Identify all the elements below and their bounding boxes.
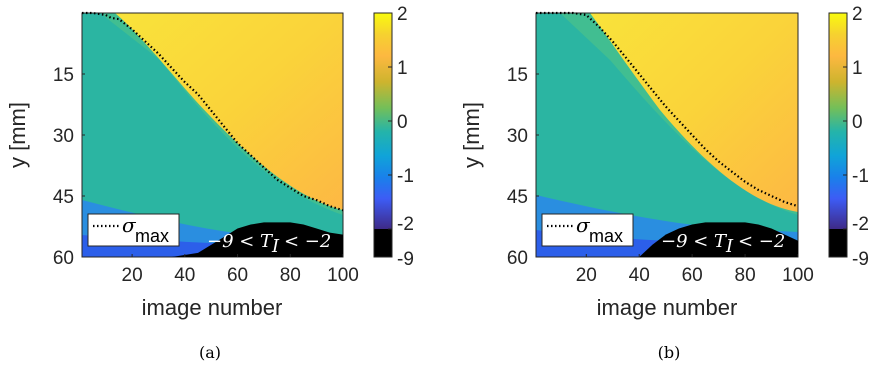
panel-b-ylabel: y [mm] xyxy=(459,102,484,168)
panel-b-x-tick-label: 60 xyxy=(682,265,703,286)
panel-a-colorbar-gradient xyxy=(374,13,392,229)
panel-a-x-tick-label: 60 xyxy=(227,265,248,286)
panel-a-colorbar-tick-label: -9 xyxy=(397,249,414,270)
panel-a-legend-box xyxy=(87,213,180,247)
panel-a-y-ticks: 15 30 45 60 xyxy=(53,65,85,269)
panel-b-colorbar-tick-label: 2 xyxy=(852,4,863,25)
panel-a-y-tick-label: 60 xyxy=(53,248,74,269)
panel-b-y-tick-label: 15 xyxy=(507,65,528,86)
panel-a-x-tick-label: 100 xyxy=(327,265,359,286)
panel-b-colorbar-tick-label: -2 xyxy=(852,214,869,235)
panel-a-legend-label: σ xyxy=(122,213,137,237)
panel-b-annotation: −9 < T I < −2 xyxy=(661,231,785,257)
panel-b-y-tick-label: 60 xyxy=(507,248,528,269)
panel-a-colorbar-tick-label: 0 xyxy=(397,112,408,133)
panel-a-colorbar-tick-label: -2 xyxy=(397,214,414,235)
panel-a-colorbar-ticks: 2 1 0 -1 -2 -9 xyxy=(388,4,414,270)
panel-a-legend-sub: max xyxy=(135,226,169,246)
panel-b-annotation-sub: I xyxy=(725,236,734,257)
panel-b-colorbar: 2 1 0 -1 -2 -9 xyxy=(828,4,869,270)
panel-a-colorbar: 2 1 0 -1 -2 -9 xyxy=(373,4,414,270)
panel-a-xlabel: image number xyxy=(142,295,283,320)
panel-a-colorbar-tick-label: 1 xyxy=(397,58,408,79)
panel-a-colorbar-tick-label: 2 xyxy=(397,4,408,25)
panel-a-x-tick-label: 40 xyxy=(174,265,195,286)
panel-b-caption: (b) xyxy=(658,343,681,362)
panel-a-caption: (a) xyxy=(199,343,221,362)
panel-b-legend: σ max xyxy=(541,213,634,247)
panel-a-colorbar-black xyxy=(374,229,392,257)
panel-a-x-tick-label: 20 xyxy=(122,265,143,286)
panel-b-colorbar-tick-label: -9 xyxy=(852,249,869,270)
panel-b-colorbar-black xyxy=(829,229,847,257)
panel-b-colorbar-tick-label: 1 xyxy=(852,58,863,79)
panel-b-colorbar-tick-label: 0 xyxy=(852,112,863,133)
panel-b-x-tick-label: 100 xyxy=(782,265,814,286)
panel-a-y-tick-label: 30 xyxy=(53,126,74,147)
panel-a-legend: σ max xyxy=(87,213,180,247)
panel-b-annotation-var: T xyxy=(714,231,728,252)
panel-a-annotation-left: −9 < xyxy=(207,231,254,252)
panel-b-colorbar-tick-label: -1 xyxy=(852,166,869,187)
panel-a-y-tick-label: 15 xyxy=(53,65,74,86)
panel-b-colorbar-gradient xyxy=(829,13,847,229)
panel-b-colorbar-frame xyxy=(828,12,848,258)
panel-b-hot-region xyxy=(590,13,798,212)
panel-b-x-tick-label: 80 xyxy=(735,265,756,286)
panel-b-legend-sub: max xyxy=(589,226,623,246)
panel-a-annotation: −9 < T I < −2 xyxy=(207,231,331,257)
panel-b-xlabel: image number xyxy=(597,295,738,320)
panel-b-legend-label: σ xyxy=(576,213,591,237)
panel-a-colorbar-frame xyxy=(373,12,393,258)
panel-b-y-ticks: 15 30 45 60 xyxy=(507,65,539,269)
panel-a-colorbar-tick-label: -1 xyxy=(397,166,414,187)
panel-a-annotation-sub: I xyxy=(271,236,280,257)
panel-b-colorbar-ticks: 2 1 0 -1 -2 -9 xyxy=(843,4,869,270)
panel-b-y-tick-label: 45 xyxy=(507,187,528,208)
panel-b-annotation-right: < −2 xyxy=(738,231,785,252)
panel-b-y-tick-label: 30 xyxy=(507,126,528,147)
panel-b-x-ticks: 20 40 60 80 100 xyxy=(576,254,814,286)
panel-a-annotation-var: T xyxy=(260,231,274,252)
panel-b-annotation-left: −9 < xyxy=(661,231,708,252)
panel-a-x-ticks: 20 40 60 80 100 xyxy=(122,254,359,286)
panel-b-legend-box xyxy=(541,213,634,247)
panel-a-black-region xyxy=(171,222,343,257)
panel-a-hot-region xyxy=(115,13,343,210)
panel-a-annotation-right: < −2 xyxy=(284,231,331,252)
panel-b-x-tick-label: 20 xyxy=(576,265,597,286)
panel-a-ylabel: y [mm] xyxy=(5,102,30,168)
panel-b-x-tick-label: 40 xyxy=(629,265,650,286)
panel-a-y-tick-label: 45 xyxy=(53,187,74,208)
panel-b-black-region xyxy=(639,222,798,257)
panel-a-x-tick-label: 80 xyxy=(280,265,301,286)
